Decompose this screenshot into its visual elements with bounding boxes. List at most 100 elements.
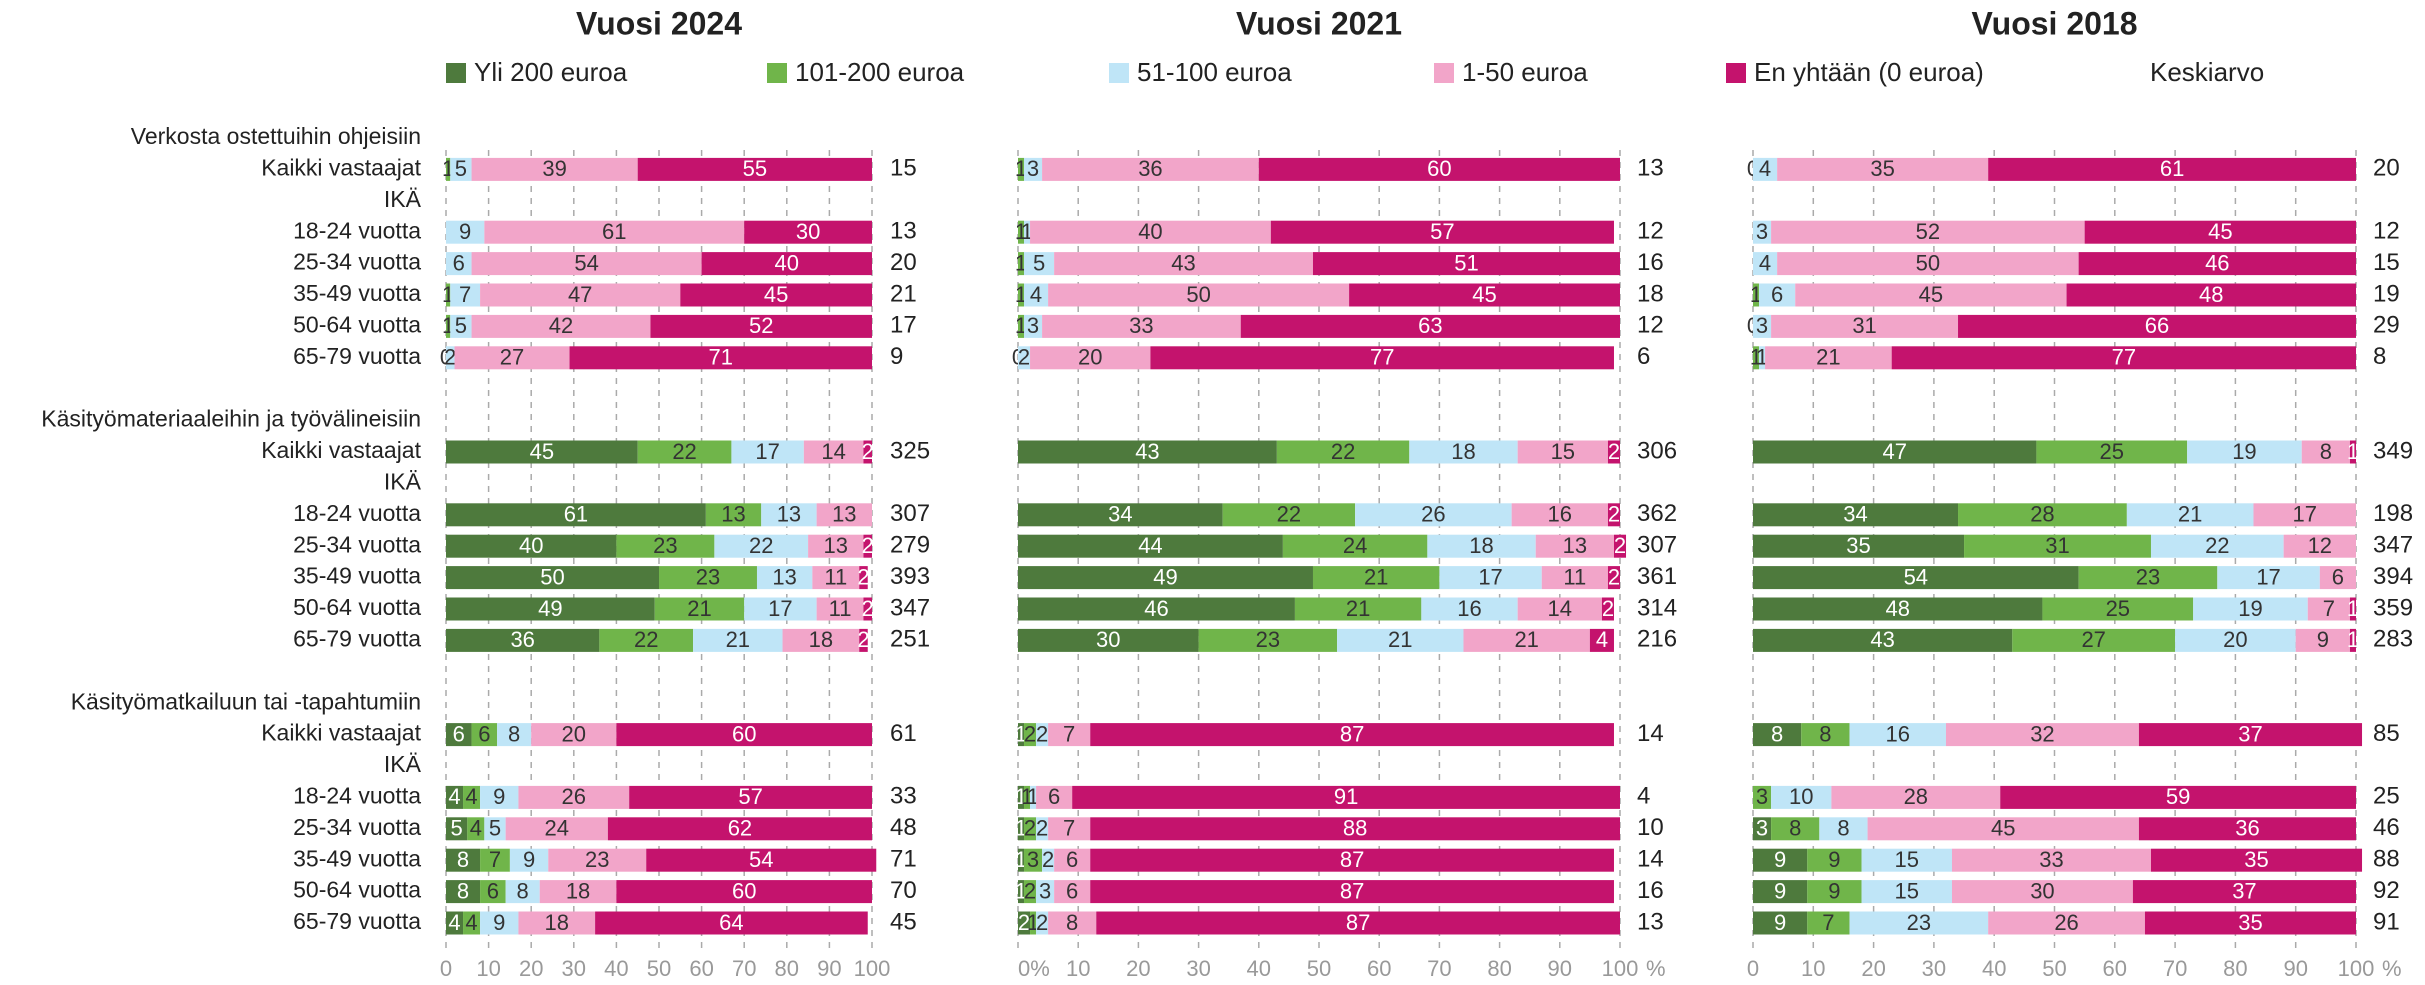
bar-segment	[450, 283, 481, 307]
segment-label: 6	[1771, 282, 1783, 307]
segment-label: 22	[1277, 502, 1301, 527]
bar-segment	[2295, 628, 2350, 652]
bar-segment	[1541, 566, 1608, 590]
bar-segment	[1090, 880, 1614, 904]
segment-label: 27	[2081, 627, 2105, 652]
mean-value: 48	[890, 814, 917, 841]
mean-value: 91	[2373, 908, 2400, 935]
bar-segment	[484, 220, 745, 244]
category-label: 50-64 vuotta	[293, 877, 421, 903]
mean-value: 20	[890, 249, 917, 276]
bar-segment	[654, 597, 745, 621]
segment-label: 46	[2205, 250, 2229, 275]
mean-value: 359	[2373, 594, 2413, 621]
bar-segment	[509, 848, 549, 872]
segment-label: 50	[540, 564, 564, 589]
x-tick-label: 0	[1747, 956, 1759, 981]
mean-value: 12	[2373, 218, 2400, 245]
segment-label: 45	[530, 439, 554, 464]
segment-label: 8	[508, 721, 520, 746]
segment-label: 9	[1828, 847, 1840, 872]
bar-segment	[569, 346, 872, 370]
segment-label: 13	[824, 533, 848, 558]
mean-value: 14	[1637, 846, 1664, 873]
bar-segment	[599, 628, 694, 652]
category-label: 25-34 vuotta	[293, 249, 421, 275]
bar-segment	[1607, 566, 1620, 590]
segment-label: 9	[1774, 847, 1786, 872]
bar-segment	[1024, 817, 1037, 841]
bar-segment	[1036, 880, 1055, 904]
bar-segment	[539, 880, 617, 904]
bar-segment	[1090, 848, 1614, 872]
bar-segment	[450, 157, 472, 181]
category-label: 18-24 vuotta	[293, 217, 421, 243]
bar-segment	[1753, 314, 1772, 338]
segment-label: 2	[1614, 533, 1626, 558]
bar-segment	[1759, 283, 1796, 307]
bar-segment	[2132, 880, 2356, 904]
bar-segment	[637, 440, 732, 464]
bar-segment	[1018, 785, 1025, 809]
segment-label: 4	[465, 910, 477, 935]
bar-segment	[1861, 848, 1952, 872]
bar-segment	[1753, 723, 1802, 747]
bar-segment	[2301, 440, 2350, 464]
segment-label: 2	[857, 564, 869, 589]
category-label: 65-79 vuotta	[293, 343, 421, 369]
mean-value: 18	[1637, 280, 1664, 307]
segment-label: 15	[1895, 878, 1919, 903]
bar-segment	[782, 628, 860, 652]
bar-segment	[1036, 911, 1049, 935]
x-tick-label: 100	[1602, 956, 1639, 981]
segment-label: 2	[1024, 878, 1036, 903]
segment-label: 21	[1388, 627, 1412, 652]
segment-label: 11	[1563, 564, 1586, 589]
bar-segment	[1601, 597, 1614, 621]
bar-segment	[1276, 440, 1410, 464]
mean-value: 17	[890, 312, 917, 339]
segment-label: 23	[585, 847, 609, 872]
segment-label: 6	[1066, 847, 1078, 872]
bar-segment	[446, 157, 451, 181]
segment-label: 2	[1018, 345, 1030, 370]
segment-label: 87	[1340, 721, 1364, 746]
bar-segment	[859, 628, 868, 652]
segment-label: 66	[2145, 313, 2169, 338]
legend-label: Yli 200 euroa	[474, 57, 628, 87]
panel-title: Vuosi 2021	[1236, 5, 1402, 41]
x-tick-label: 50	[647, 956, 671, 981]
segment-label: 17	[768, 596, 792, 621]
bar-segment	[480, 283, 681, 307]
bar-segment	[1024, 314, 1043, 338]
mean-value: 216	[1637, 626, 1677, 653]
bar-segment	[1240, 314, 1620, 338]
mean-value: 70	[890, 877, 917, 904]
bar-segment	[803, 440, 864, 464]
mean-value: 15	[2373, 249, 2400, 276]
segment-label: 35	[2238, 910, 2262, 935]
x-tick-label: 70	[2163, 956, 2187, 981]
segment-label: 2	[862, 596, 874, 621]
segment-label: 37	[2238, 721, 2262, 746]
segment-label: 57	[1430, 219, 1454, 244]
bar-segment	[1849, 911, 1989, 935]
bar-segment	[1753, 346, 1760, 370]
segment-label: 13	[721, 502, 745, 527]
mean-value: 314	[1637, 594, 1677, 621]
bar-segment	[863, 597, 872, 621]
mean-value: 85	[2373, 720, 2400, 747]
category-label: IKÄ	[384, 186, 422, 212]
segment-label: 2	[1608, 502, 1620, 527]
segment-label: 50	[1916, 250, 1940, 275]
segment-label: 9	[1828, 878, 1840, 903]
bar-segment	[701, 252, 872, 276]
bar-segment	[1759, 346, 1766, 370]
segment-label: 23	[1256, 627, 1280, 652]
segment-label: 63	[1418, 313, 1442, 338]
category-label: 18-24 vuotta	[293, 782, 421, 808]
bar-segment	[1753, 283, 1760, 307]
bar-segment	[714, 534, 809, 558]
segment-label: 16	[1548, 502, 1572, 527]
segment-label: 3	[1756, 313, 1768, 338]
